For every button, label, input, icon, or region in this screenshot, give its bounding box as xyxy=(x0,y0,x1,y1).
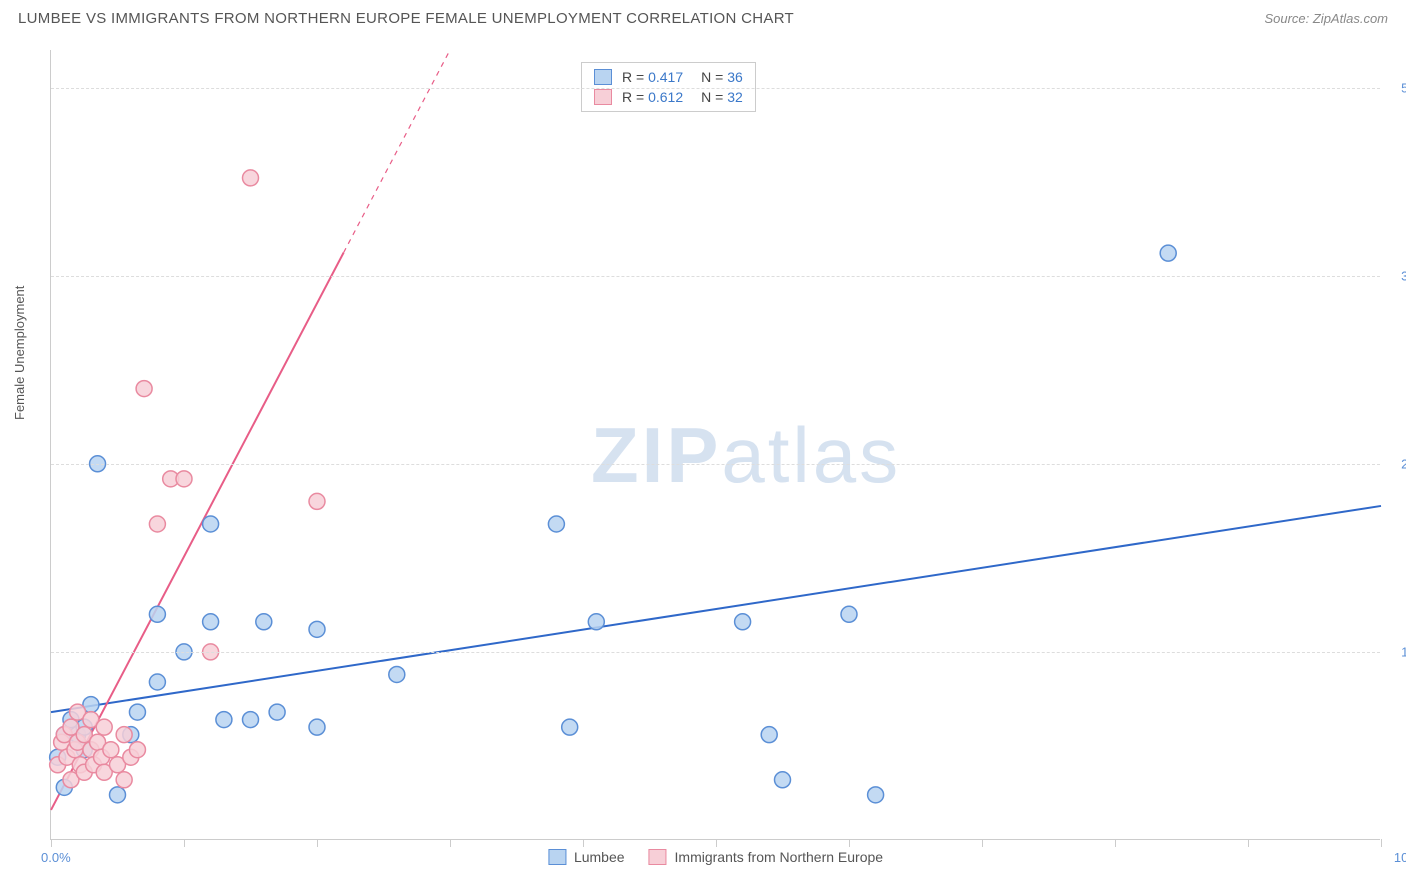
gridline xyxy=(51,464,1380,465)
chart-title: LUMBEE VS IMMIGRANTS FROM NORTHERN EUROP… xyxy=(18,10,794,27)
x-tick xyxy=(51,839,52,847)
chart-area: ZIPatlas R = 0.417N = 36R = 0.612N = 32 … xyxy=(50,50,1380,840)
legend-row: R = 0.417N = 36 xyxy=(594,69,743,85)
series-legend-item: Immigrants from Northern Europe xyxy=(649,849,884,865)
series-legend-item: Lumbee xyxy=(548,849,625,865)
gridline xyxy=(51,88,1380,89)
legend-swatch xyxy=(594,89,612,105)
y-tick-label: 37.5% xyxy=(1401,268,1406,283)
x-tick xyxy=(982,839,983,847)
source-label: Source: ZipAtlas.com xyxy=(1264,11,1388,26)
gridline xyxy=(51,652,1380,653)
gridline xyxy=(51,276,1380,277)
legend-swatch xyxy=(649,849,667,865)
legend-row: R = 0.612N = 32 xyxy=(594,89,743,105)
series-name: Immigrants from Northern Europe xyxy=(675,849,884,865)
x-min-label: 0.0% xyxy=(41,850,71,865)
x-tick xyxy=(184,839,185,847)
legend-swatch xyxy=(548,849,566,865)
y-axis-label: Female Unemployment xyxy=(12,286,27,420)
x-tick xyxy=(1248,839,1249,847)
x-max-label: 100.0% xyxy=(1394,850,1406,865)
y-tick-label: 50.0% xyxy=(1401,80,1406,95)
x-tick xyxy=(716,839,717,847)
x-tick xyxy=(317,839,318,847)
x-tick xyxy=(849,839,850,847)
y-tick-label: 12.5% xyxy=(1401,644,1406,659)
series-legend: Lumbee Immigrants from Northern Europe xyxy=(548,849,883,865)
x-tick xyxy=(1381,839,1382,847)
x-tick xyxy=(450,839,451,847)
series-name: Lumbee xyxy=(574,849,625,865)
x-tick xyxy=(1115,839,1116,847)
legend-swatch xyxy=(594,69,612,85)
scatter-plot xyxy=(51,50,1380,839)
y-tick-label: 25.0% xyxy=(1401,456,1406,471)
x-tick xyxy=(583,839,584,847)
